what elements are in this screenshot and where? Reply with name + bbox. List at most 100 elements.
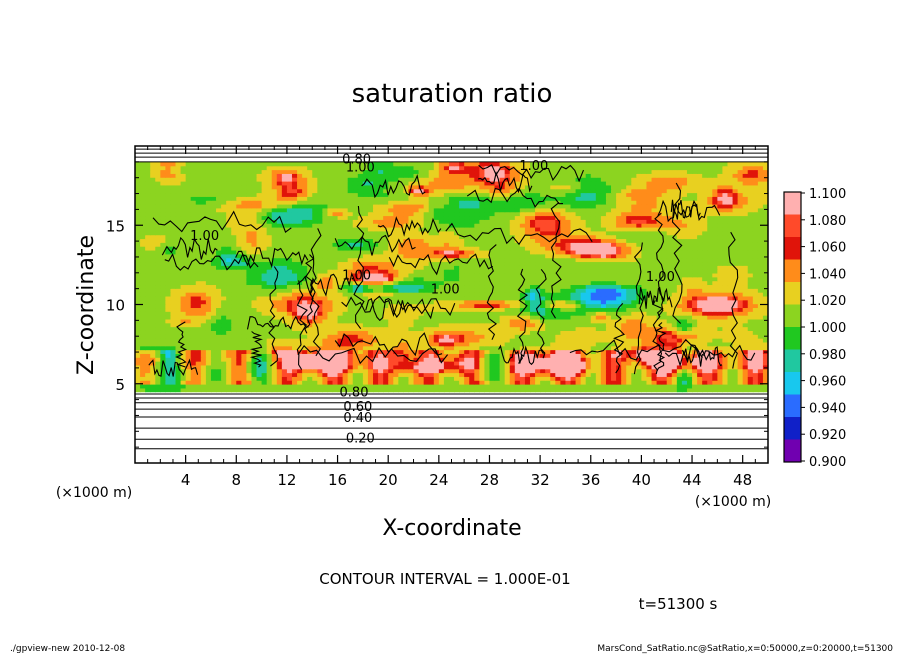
field-cell: [256, 318, 263, 324]
field-cell: [216, 357, 222, 362]
field-cell: [504, 246, 511, 251]
field-cell: [438, 276, 445, 282]
field-cell: [575, 265, 582, 270]
field-cell: [337, 246, 344, 251]
field-cell: [347, 303, 354, 309]
field-cell: [661, 353, 668, 358]
field-cell: [722, 318, 729, 324]
field-cell: [762, 265, 768, 270]
field-cell: [241, 318, 247, 324]
field-cell: [494, 330, 501, 335]
field-cell: [727, 349, 734, 354]
field-cell: [676, 246, 683, 251]
field-cell: [717, 242, 724, 247]
field-cell: [210, 265, 217, 270]
field-cell: [145, 299, 151, 305]
field-cell: [367, 334, 374, 339]
field-cell: [474, 361, 480, 366]
field-cell: [469, 376, 475, 381]
field-cell: [251, 269, 258, 274]
field-cell: [205, 292, 212, 297]
field-cell: [651, 307, 658, 312]
field-cell: [266, 387, 273, 393]
field-cell: [205, 242, 212, 247]
field-cell: [717, 338, 724, 343]
field-cell: [717, 257, 724, 263]
field-cell: [246, 311, 253, 316]
field-cell: [291, 249, 298, 255]
field-cell: [281, 338, 288, 343]
field-cell: [621, 280, 627, 286]
field-cell: [256, 380, 263, 385]
field-cell: [241, 253, 247, 259]
field-cell: [616, 253, 622, 259]
field-cell: [692, 265, 698, 270]
field-cell: [403, 249, 410, 255]
field-cell: [757, 253, 764, 259]
field-cell: [266, 364, 273, 370]
field-cell: [762, 376, 768, 381]
field-cell: [469, 364, 475, 370]
field-cell: [266, 326, 273, 331]
field-cell: [175, 330, 182, 335]
field-cell: [423, 257, 430, 263]
field-cell: [276, 238, 283, 243]
field-cell: [681, 238, 688, 243]
field-cell: [661, 322, 668, 328]
field-cell: [666, 288, 673, 293]
field-cell: [337, 303, 344, 309]
field-cell: [712, 318, 718, 324]
field-cell: [150, 345, 156, 351]
field-cell: [428, 387, 435, 393]
field-cell: [524, 338, 531, 343]
field-cell: [611, 280, 617, 286]
field-cell: [241, 265, 247, 270]
field-cell: [190, 315, 197, 320]
field-cell: [185, 307, 192, 312]
field-cell: [322, 345, 329, 351]
field-cell: [276, 380, 283, 385]
field-cell: [367, 315, 374, 320]
field-cell: [666, 376, 673, 381]
field-cell: [256, 292, 263, 297]
field-cell: [611, 307, 617, 312]
field-cell: [479, 246, 486, 251]
field-cell: [737, 376, 744, 381]
field-cell: [276, 257, 283, 263]
field-cell: [413, 280, 420, 286]
field-cell: [747, 387, 754, 393]
field-cell: [276, 292, 283, 297]
field-cell: [337, 345, 344, 351]
field-cell: [276, 361, 283, 366]
field-cell: [580, 269, 587, 274]
field-cell: [464, 307, 470, 312]
field-cell: [373, 368, 379, 374]
field-cell: [185, 376, 192, 381]
field-cell: [322, 303, 329, 309]
field-cell: [727, 334, 734, 339]
field-cell: [312, 284, 318, 289]
field-cell: [362, 295, 369, 301]
field-cell: [555, 242, 561, 247]
field-cell: [707, 311, 713, 316]
field-cell: [454, 368, 460, 374]
field-cell: [636, 238, 642, 243]
field-cell: [631, 299, 637, 305]
field-cell: [529, 380, 536, 385]
field-cell: [575, 269, 582, 274]
field-cell: [135, 341, 141, 347]
field-cell: [565, 299, 572, 305]
field-cell: [135, 338, 141, 343]
field-cell: [646, 361, 653, 366]
field-cell: [357, 384, 364, 389]
field-cell: [261, 284, 268, 289]
field-cell: [352, 299, 359, 305]
field-cell: [276, 353, 283, 358]
field-cell: [185, 295, 192, 301]
field-cell: [529, 334, 536, 339]
field-cell: [535, 357, 541, 362]
field-cell: [570, 334, 577, 339]
field-cell: [656, 372, 663, 377]
field-cell: [200, 368, 207, 374]
field-cell: [474, 345, 480, 351]
